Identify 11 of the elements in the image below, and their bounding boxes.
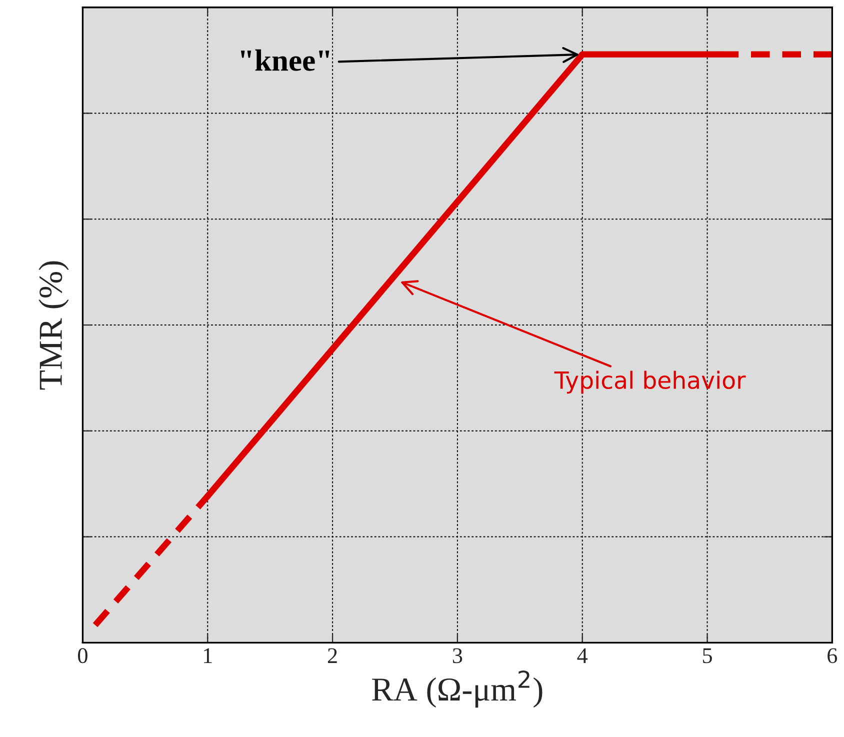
- x-tick-label: 1: [204, 648, 212, 663]
- annotation: Typical behavior: [554, 370, 746, 394]
- x-tick-label: 6: [828, 648, 838, 664]
- y-axis-title: TMR (%): [38, 261, 69, 390]
- x-axis-title: RA (Ω-μm$^{2}$): [372, 670, 542, 708]
- x-tick-label: 4: [577, 648, 588, 663]
- x-tick-label: 0: [78, 648, 88, 664]
- annotation: "knee": [240, 49, 330, 71]
- x-tick-label: 2: [328, 648, 337, 663]
- x-tick-label: 5: [703, 648, 712, 664]
- x-tick-label: 3: [452, 648, 462, 664]
